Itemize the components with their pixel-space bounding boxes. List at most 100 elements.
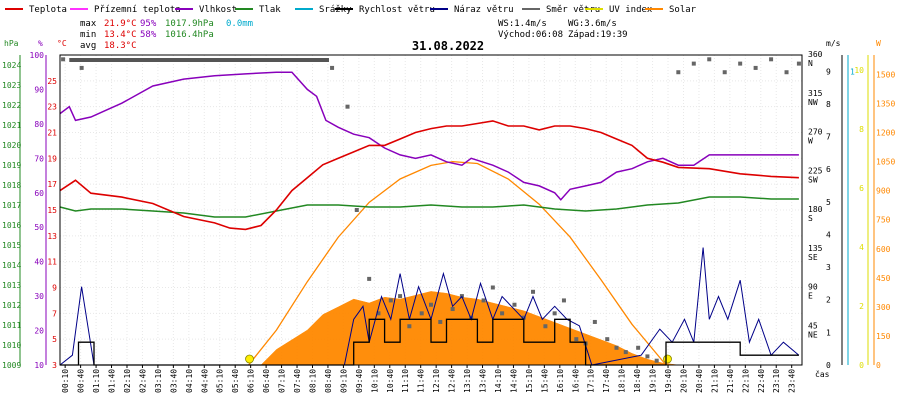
x-tick-label: 01:40 <box>108 369 117 393</box>
pct-tick-label: 70 <box>34 154 44 163</box>
hpa-tick-label: 1017 <box>2 201 21 210</box>
wind-dir-point <box>512 302 517 307</box>
stat-min-hum: 58% <box>140 30 157 40</box>
wind-dir-point <box>722 70 727 75</box>
x-tick-label: 10:10 <box>370 369 379 393</box>
ms-tick-label: 2 <box>826 296 831 305</box>
wind-gust-line <box>59 247 800 366</box>
plot-frame <box>59 54 803 366</box>
wind-dir-point <box>543 324 548 329</box>
stat-max-hum: 95% <box>140 19 157 29</box>
x-tick-label: 05:10 <box>216 369 225 393</box>
x-tick-label: 09:10 <box>339 369 348 393</box>
wind-dir-point <box>592 319 597 324</box>
x-tick-label: 18:10 <box>618 369 627 393</box>
ms-tick-label: 4 <box>826 230 831 239</box>
ms-tick-label: 3 <box>826 263 831 272</box>
dir-tick-label: 270 <box>808 128 823 137</box>
temp-tick-label: 3 <box>52 361 57 370</box>
x-tick-label: 08:40 <box>324 369 333 393</box>
w-unit: W <box>876 39 881 48</box>
x-tick-label: 02:40 <box>138 369 147 393</box>
wind-dir-point <box>419 311 424 316</box>
wind-dir-point <box>481 298 486 303</box>
dir-tick-label: SW <box>808 175 818 184</box>
x-tick-label: 00:40 <box>77 369 86 393</box>
w-tick-label: 300 <box>876 303 891 312</box>
x-tick-label: 12:10 <box>432 369 441 393</box>
w-tick-label: 450 <box>876 274 891 283</box>
x-tick-label: 11:40 <box>417 369 426 393</box>
x-tick-label: 09:40 <box>355 369 364 393</box>
wind-dir-point <box>407 324 412 329</box>
ms-unit: m/s <box>826 39 841 48</box>
pct-unit: % <box>38 39 43 48</box>
dir-tick-label: 180 <box>808 205 823 214</box>
wind-dir-point <box>531 289 536 294</box>
ms-tick-label: 6 <box>826 165 831 174</box>
x-tick-label: 20:40 <box>695 369 704 393</box>
dir-tick-label: NE <box>808 330 818 339</box>
ms-tick-label: 1 <box>826 328 831 337</box>
hpa-tick-label: 1012 <box>2 301 21 310</box>
wind-dir-point <box>367 276 372 281</box>
wind-dir-point <box>376 311 381 316</box>
rain-tick-label: 1 <box>850 67 855 76</box>
uv-tick-label: 10 <box>854 66 864 75</box>
wind-dir-point <box>676 70 681 75</box>
x-tick-label: 14:40 <box>509 369 518 393</box>
wind-dir-point <box>388 298 393 303</box>
temp-tick-label: 21 <box>47 129 57 138</box>
uv-tick-label: 8 <box>859 125 864 134</box>
w-tick-label: 750 <box>876 216 891 225</box>
hpa-tick-label: 1022 <box>2 101 21 110</box>
humidity-line <box>59 71 799 201</box>
dir-tick-label: 315 <box>808 89 823 98</box>
wind-dir-point <box>574 337 579 342</box>
stat-ws: WS:1.4m/s <box>498 19 547 29</box>
x-tick-label: 16:10 <box>556 369 565 393</box>
chart-date: 31.08.2022 <box>412 39 484 53</box>
x-tick-label: 17:10 <box>587 369 596 393</box>
hpa-tick-label: 1011 <box>2 321 21 330</box>
wind-dir-point <box>784 70 789 75</box>
stat-wg: WG:3.6m/s <box>568 19 617 29</box>
pct-tick-label: 40 <box>34 258 44 267</box>
x-tick-label: 07:10 <box>278 369 287 393</box>
w-tick-label: 1350 <box>876 99 895 108</box>
hpa-tick-label: 1018 <box>2 181 21 190</box>
stat-max-label: max <box>80 19 97 29</box>
x-tick-label: 07:40 <box>293 369 302 393</box>
hpa-tick-label: 1023 <box>2 81 21 90</box>
hpa-unit: hPa <box>4 39 19 48</box>
dir-tick-label: 225 <box>808 166 823 175</box>
x-tick-label: 13:10 <box>463 369 472 393</box>
wind-dir-point <box>636 345 641 350</box>
temp-tick-label: 15 <box>47 206 57 215</box>
pct-tick-label: 20 <box>34 327 44 336</box>
legend-label-9: Solar <box>669 5 697 15</box>
ms-tick-label: 8 <box>826 100 831 109</box>
legend-label-0: Teplota <box>29 5 67 15</box>
x-tick-label: 10:40 <box>386 369 395 393</box>
pct-tick-label: 80 <box>34 120 44 129</box>
wind-dir-point <box>521 315 526 320</box>
stat-avg-temp: 18.3°C <box>104 41 137 51</box>
temp-tick-label: 25 <box>47 77 57 86</box>
x-tick-label: 15:10 <box>525 369 534 393</box>
x-tick-label: 23:10 <box>772 369 781 393</box>
wind-dir-point <box>796 61 801 66</box>
legend-label-8: UV index <box>609 5 653 15</box>
stat-min-press: 1016.4hPa <box>165 30 214 40</box>
x-tick-label: 15:40 <box>540 369 549 393</box>
stat-min-label: min <box>80 30 96 40</box>
wind-dir-point <box>438 319 443 324</box>
wind-dir-point <box>769 57 774 62</box>
hpa-tick-label: 1014 <box>2 261 21 270</box>
temp-tick-label: 9 <box>52 284 57 293</box>
x-tick-label: 21:10 <box>710 369 719 393</box>
wind-dir-point <box>500 311 505 316</box>
x-tick-label: 22:10 <box>741 369 750 393</box>
